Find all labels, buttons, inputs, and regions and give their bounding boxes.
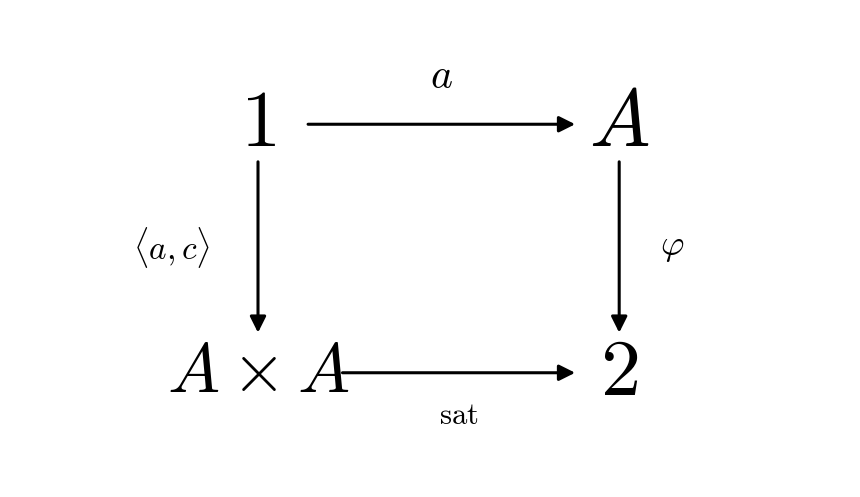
Text: $\langle a,c \rangle$: $\langle a,c \rangle$ (133, 225, 211, 270)
Text: $\mathrm{sat}$: $\mathrm{sat}$ (439, 400, 478, 431)
Text: $A$: $A$ (589, 85, 649, 163)
Text: $\mathbf{2}$: $\mathbf{2}$ (600, 334, 638, 412)
Text: $a$: $a$ (430, 55, 453, 97)
Text: $1$: $1$ (240, 85, 276, 163)
Text: $A \times A$: $A \times A$ (167, 339, 349, 406)
Text: $\varphi$: $\varphi$ (660, 230, 685, 264)
